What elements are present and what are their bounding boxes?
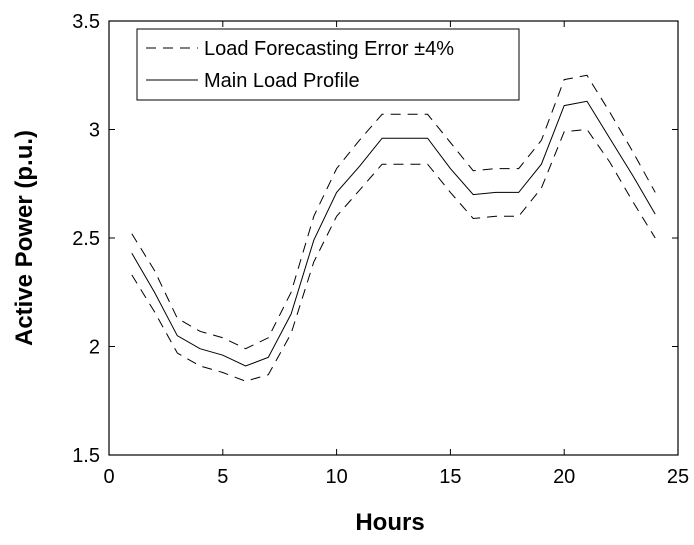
series-line-main-load-profile xyxy=(131,100,656,367)
y-tick-label: 3 xyxy=(89,120,100,142)
x-tick-label: 10 xyxy=(325,466,347,488)
series-line-upper-error-bound xyxy=(131,74,656,350)
legend-label-main-profile: Main Load Profile xyxy=(204,70,360,92)
series-layer xyxy=(131,74,656,382)
x-tick-label: 20 xyxy=(553,466,575,488)
x-axis-title: Hours xyxy=(355,509,424,536)
legend-label-forecast-error: Load Forecasting Error ±4% xyxy=(204,38,454,60)
x-tick-label: 5 xyxy=(217,466,228,488)
x-tick-label: 0 xyxy=(103,466,114,488)
tick-layer: 0 5 10 15 20 25 1.5 2 2.5 3 3.5 xyxy=(72,11,689,488)
x-tick-label: 15 xyxy=(439,466,461,488)
series-line-lower-error-bound xyxy=(131,128,656,382)
y-tick-label: 1.5 xyxy=(72,445,100,467)
y-tick-label: 3.5 xyxy=(72,11,100,33)
y-tick-label: 2.5 xyxy=(72,228,100,250)
x-tick-label: 25 xyxy=(667,466,689,488)
y-tick-label: 2 xyxy=(89,337,100,359)
legend: Load Forecasting Error ±4% Main Load Pro… xyxy=(136,28,520,101)
y-axis-title: Active Power (p.u.) xyxy=(11,130,38,346)
legend-box xyxy=(136,28,520,101)
